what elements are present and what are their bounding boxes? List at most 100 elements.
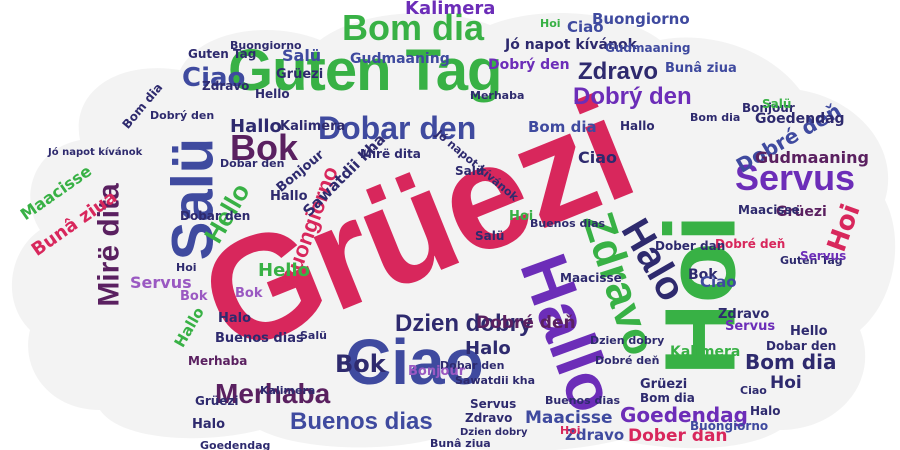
word-buenos-dias-bottom: Buenos dias [545, 394, 621, 407]
word-bom-dia-mid: Bom dia [528, 118, 597, 136]
word-bom-dia-bottom: Bom dia [640, 391, 695, 405]
word-servus-main: Servus [735, 157, 856, 198]
word-salu-mid: Salü [455, 164, 485, 178]
word-halo-mid: Halo [465, 338, 511, 359]
word-dobar-den-left: Dobar den [180, 209, 251, 223]
word-servus-left: Servus [130, 273, 192, 292]
word-dobry-den-left: Dobrý den [150, 109, 215, 122]
word-kalimera-mid: Kalimera [280, 119, 346, 134]
word-bok-right: Bok [688, 267, 718, 283]
word-halo-right: Halo [750, 404, 781, 418]
word-merhaba-main: Merhaba [215, 378, 331, 409]
word-hoi-small: Hoi [560, 424, 581, 437]
word-hallo-right: Hallo [620, 119, 655, 133]
word-kalimera-bottom: Kalimera [670, 344, 741, 360]
word-maacisse-mid: Maacisse [738, 203, 800, 217]
word-buna-ziua-top: Bunâ ziua [665, 61, 737, 76]
word-dzien-dobry-main: Dzien dobry [395, 310, 533, 337]
word-dzien-dobry-bottom: Dzien dobry [460, 427, 528, 438]
word-ciao-bottom: Ciao [740, 384, 767, 397]
word-salu-right: Salü [762, 97, 792, 111]
word-gruezi-small: Grüezi [195, 394, 239, 408]
word-merhaba-left: Merhaba [188, 354, 248, 368]
word-buenos-dias-main: Buenos dias [290, 408, 433, 435]
word-salu-top: Salü [282, 46, 322, 65]
word-dobar-den-right: Dobar den [766, 339, 837, 353]
word-guten-tag-main: Guten Tag [228, 38, 502, 103]
word-kalimera-left: Kalimera [260, 384, 316, 397]
word-buongiorno-top: Buongiorno [592, 10, 690, 28]
word-hallo-left: Hallo [230, 116, 282, 137]
word-zdravo-bottom2: Zdravo [465, 411, 513, 425]
word-buongiorno-bottom: Buongiorno [690, 419, 769, 433]
word-gruezi-bottom: Grüezi [640, 377, 688, 392]
word-salu-small: Salü [300, 329, 327, 342]
word-bonjour-bottom: Bonjour [408, 364, 466, 379]
word-guten-tag-right: Guten Tag [780, 254, 843, 267]
word-gruezi-left: Grüezi [276, 67, 324, 82]
word-servus-small: Servus [800, 249, 847, 263]
word-hello-left: Hello [258, 260, 310, 281]
word-hello-bottom: Hello [790, 324, 828, 339]
word-dobre-den-bottom: Dobré deň [595, 354, 660, 367]
word-ciao-top: Ciao [567, 18, 604, 36]
word-bonjour-top: Bonjour [742, 101, 795, 115]
word-gudmaaning-mid: Gudmaaning [605, 41, 691, 55]
word-halo-left2: Halo [192, 417, 226, 432]
word-servus-right: Servus [725, 319, 776, 334]
word-dober-dan-mid: Dober dan [655, 239, 726, 253]
word-dobar-den-bottom: Dobar den [440, 359, 505, 372]
word-halo-left: Halo [218, 311, 252, 326]
word-jo-napot-left: Jó napot kívánok [48, 147, 143, 158]
word-dobar-den-main: Dobar den [318, 110, 477, 146]
word-dobre-den-mid: Dobré deň [476, 313, 576, 333]
word-hallo-small: Hallo [270, 189, 308, 204]
word-bok-small: Bok [180, 289, 208, 304]
word-hoi-bottom: Hoi [770, 373, 802, 393]
word-jo-napot-top: Jó napot kívánok [505, 37, 637, 53]
word-gruezi-right: Grüezi [776, 204, 827, 220]
word-dobar-den-small: Dobar den [220, 157, 285, 170]
word-dobry-den-top: Dobrý den [488, 57, 570, 73]
word-bom-dia-main: Bom dia [342, 7, 485, 48]
word-bok-left: Bok [235, 286, 263, 301]
word-ciao-main: Ciao [345, 326, 484, 398]
word-ciao-left: Ciao [182, 63, 246, 93]
word-hoi-mid: Hoi [509, 209, 534, 224]
word-zdravo-bottom: Zdravo [565, 426, 625, 444]
word-ciao-right: Ciao [700, 273, 737, 291]
word-salu-bottom: Salü [475, 229, 505, 243]
word-hoi-left: Hoi [176, 261, 197, 274]
word-goedendag-left: Goedendag [200, 439, 271, 450]
word-gudmaaning-top: Gudmaaning [350, 51, 450, 67]
word-hello-top: Hello [255, 87, 290, 101]
word-maacisse-mid2: Maacisse [560, 271, 622, 285]
word-merhaba-mid: Merhaba [470, 89, 525, 102]
word-bok-main: Bok [230, 127, 299, 168]
word-gudmaaning-right: Gudmaaning [755, 148, 869, 167]
word-buna-ziua-bottom: Bunâ ziua [430, 437, 491, 450]
word-zdravo-top: Zdravo [578, 58, 659, 85]
word-maacisse-bottom: Maacisse [525, 408, 613, 428]
word-dzien-dobry-right: Dzien dobry [590, 334, 665, 347]
word-mire-dita-top: Mirë dita [360, 147, 421, 161]
word-zdravo-left: Zdravo [202, 79, 250, 93]
word-bom-dia-right: Bom dia [745, 350, 837, 374]
word-dobre-den-small: Dobré deň [715, 237, 786, 251]
word-goedendag-mid: Goedendag [755, 111, 845, 127]
word-sawatdii-bottom: Sawatdii kha [455, 374, 536, 387]
word-bok-mid: Bok [335, 350, 386, 378]
word-bom-dia-small: Bom dia [690, 111, 741, 124]
word-dober-dan-bottom: Dober dan [628, 426, 728, 446]
word-buongiorno-left: Buongiorno [230, 39, 302, 52]
word-zdravo-small: Zdravo [718, 307, 770, 322]
word-ciao-mid: Ciao [578, 148, 618, 167]
word-dobry-den-main: Dobrý den [573, 83, 692, 110]
word-hoi-top: Hoi [540, 17, 561, 30]
cloud-outline [11, 13, 896, 450]
word-guten-tag-small: Guten Tag [188, 47, 257, 61]
word-buenos-dias-left: Buenos dias [215, 331, 304, 346]
word-goedendag-right: Goedendag [620, 403, 748, 427]
